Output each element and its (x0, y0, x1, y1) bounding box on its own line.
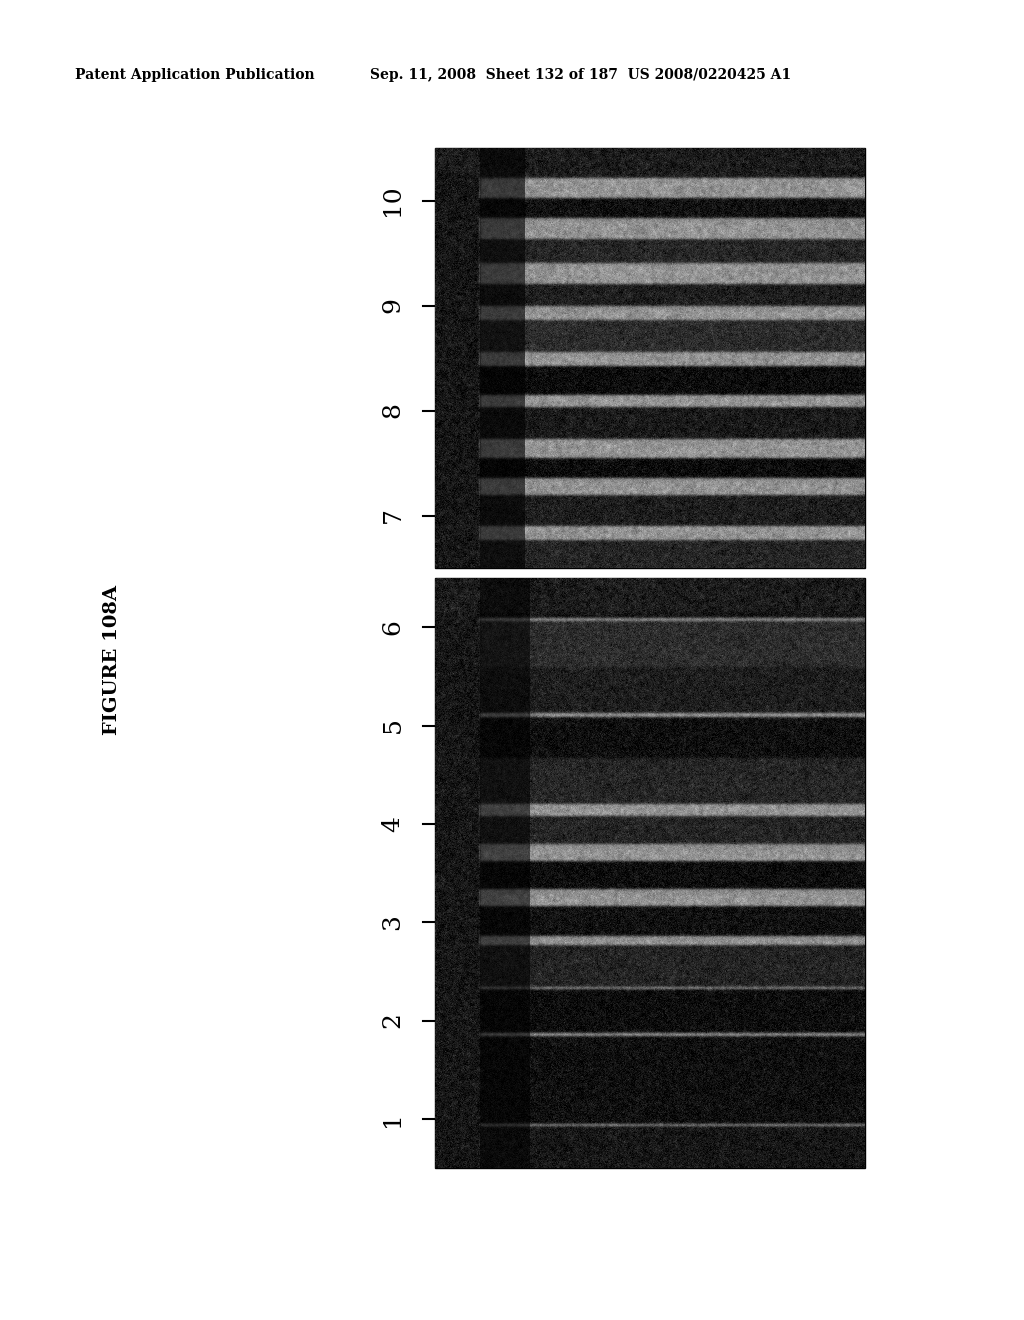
Text: 5: 5 (382, 718, 404, 734)
Text: 8: 8 (382, 403, 404, 418)
Text: 10: 10 (382, 185, 404, 216)
Text: 9: 9 (382, 297, 404, 313)
Text: Sep. 11, 2008  Sheet 132 of 187  US 2008/0220425 A1: Sep. 11, 2008 Sheet 132 of 187 US 2008/0… (370, 69, 792, 82)
Text: 7: 7 (382, 508, 404, 524)
Bar (435, 578, 865, 1168)
Text: 2: 2 (382, 1012, 404, 1028)
Text: Patent Application Publication: Patent Application Publication (75, 69, 314, 82)
Text: 3: 3 (382, 915, 404, 931)
Text: 4: 4 (382, 816, 404, 832)
Bar (435, 148, 865, 568)
Text: 6: 6 (382, 619, 404, 635)
Text: FIGURE 108A: FIGURE 108A (103, 585, 121, 735)
Text: 1: 1 (382, 1111, 404, 1127)
